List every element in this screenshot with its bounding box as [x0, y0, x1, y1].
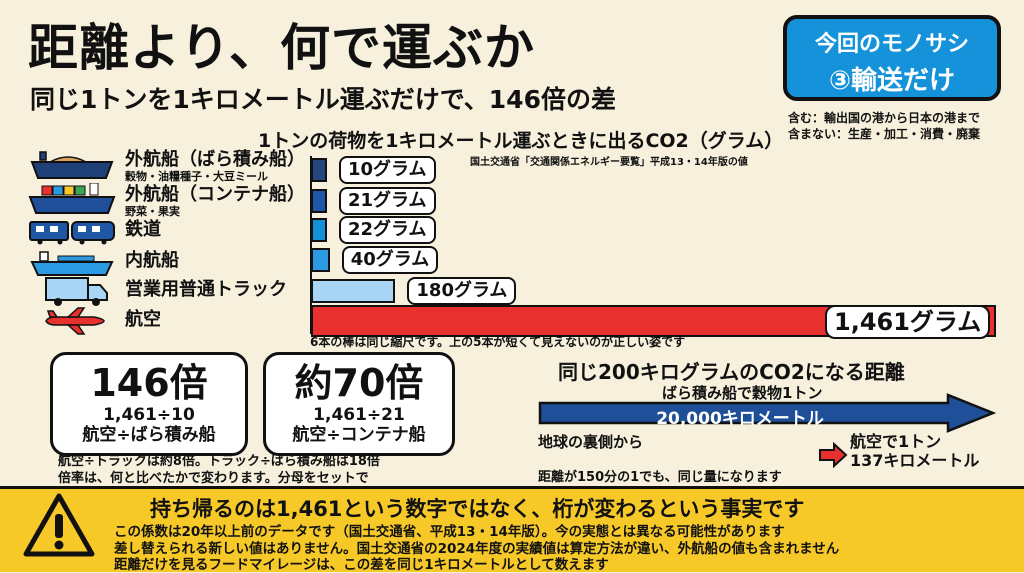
category-note: 野菜・果実	[125, 205, 180, 218]
ratio-desc: 航空÷ばら積み船	[82, 425, 216, 445]
bar-4	[311, 279, 396, 303]
truck-icon	[45, 277, 108, 306]
bar-value-label-5: 1,461グラム	[825, 305, 991, 339]
scope-excluded: 含まない：生産・加工・消費・廃棄	[788, 127, 981, 141]
bar-value-label-4: 180グラム	[407, 277, 517, 305]
container-ship-icon	[28, 183, 116, 214]
distance-ship-label: ばら積み船で穀物1トン	[662, 384, 823, 402]
page-subtitle: 同じ1トンを1キロメートル運ぶだけで、146倍の差	[30, 85, 616, 114]
bar-1	[311, 189, 327, 213]
scope-included: 含む：輸出国の港から日本の港まで	[788, 111, 981, 125]
warning-icon	[23, 493, 95, 557]
chart-title: 1トンの荷物を1キロメートル運ぶときに出るCO2（グラム）	[258, 130, 784, 152]
distance-note: 距離が150分の1でも、同じ量になります	[538, 470, 782, 485]
distance-air: 航空で1トン 137キロメートル	[850, 432, 979, 470]
ratio-card-bulk: 146倍 1,461÷10 航空÷ばら積み船	[50, 352, 248, 456]
coastal-ship-icon	[30, 251, 114, 276]
distance-air-label: 航空で1トン	[850, 432, 942, 451]
ratio-calc: 1,461÷21	[313, 405, 405, 425]
category-container-ship: 外航船（コンテナ船） 野菜・果実	[125, 184, 305, 219]
bar-0	[311, 158, 327, 182]
warning-line: この係数は20年以上前のデータです（国土交通省、平成13・14年版）。今の実態と…	[114, 524, 785, 540]
bar-value-label-0: 10グラム	[339, 156, 436, 184]
distance-ship-note: 地球の裏側から	[538, 433, 644, 451]
bar-3	[311, 248, 330, 272]
distance-title: 同じ200キログラムのCO2になる距離	[558, 360, 905, 384]
measure-badge: 今回のモノサシ ③輸送だけ	[783, 15, 1001, 101]
distance-ship-value: 20,000キロメートル	[656, 409, 824, 429]
warning-line: 差し替えられる新しい値はありません。国土交通省の2024年度の実績値は算定方法が…	[114, 541, 840, 557]
ratio-card-container: 約70倍 1,461÷21 航空÷コンテナ船	[263, 352, 455, 456]
ratio-value: 146倍	[90, 361, 208, 405]
bar-value-label-1: 21グラム	[339, 187, 436, 215]
scope-note: 含む：輸出国の港から日本の港まで 含まない：生産・加工・消費・廃棄	[788, 110, 980, 142]
warning-line: 距離だけを見るフードマイレージは、この差を同じ1キロメートルとして数えます	[114, 557, 609, 573]
category-label: 内航船	[125, 250, 179, 271]
distance-ship-arrow	[538, 393, 996, 433]
warning-headline: 持ち帰るのは1,461という数字ではなく、桁が変わるという事実です	[150, 497, 805, 521]
chart-axis	[310, 156, 312, 334]
ratio-calc: 1,461÷10	[103, 405, 195, 425]
ratio-value: 約70倍	[294, 361, 424, 405]
category-truck: 営業用普通トラック	[125, 280, 287, 300]
bar-value-label-3: 40グラム	[341, 246, 439, 274]
scale-note: 6本の棒は同じ縮尺です。上の5本が短くて見えないのが正しい姿です	[310, 335, 686, 349]
category-bulk-ship: 外航船（ばら積み船） 穀物・油糧種子・大豆ミール	[125, 149, 305, 184]
category-label: 営業用普通トラック	[125, 279, 287, 300]
bulk-carrier-ship-icon	[30, 151, 114, 179]
bar-value-label-2: 22グラム	[339, 216, 436, 244]
category-rail: 鉄道	[125, 220, 161, 240]
category-coastal-ship: 内航船	[125, 251, 179, 271]
category-label: 航空	[125, 309, 161, 330]
category-label: 外航船（コンテナ船）	[125, 184, 305, 205]
warning-banner	[0, 486, 1024, 572]
bar-2	[311, 218, 327, 242]
train-icon	[29, 221, 115, 245]
distance-air-arrow	[819, 442, 848, 468]
distance-air-value: 137キロメートル	[850, 451, 980, 470]
category-air: 航空	[125, 310, 161, 330]
airplane-icon	[45, 307, 105, 335]
ratio-note-line: 倍率は、何と比べたかで変わります。分母をセットで	[58, 471, 369, 486]
ratio-desc: 航空÷コンテナ船	[292, 425, 426, 445]
badge-line-1: 今回のモノサシ	[814, 32, 969, 57]
ratio-note-line: 航空÷トラックは約8倍。トラック÷ばら積み船は18倍	[58, 454, 380, 469]
chart-source: 国土交通省「交通関係エネルギー要覧」平成13・14年版の値	[470, 157, 748, 168]
category-note: 穀物・油糧種子・大豆ミール	[125, 170, 268, 183]
category-label: 外航船（ばら積み船）	[125, 149, 305, 170]
category-label: 鉄道	[125, 219, 161, 240]
ratio-notes: 航空÷トラックは約8倍。トラック÷ばら積み船は18倍 倍率は、何と比べたかで変わ…	[58, 453, 380, 487]
page-title: 距離より、何で運ぶか	[28, 19, 535, 77]
badge-line-2: ③輸送だけ	[828, 66, 955, 96]
